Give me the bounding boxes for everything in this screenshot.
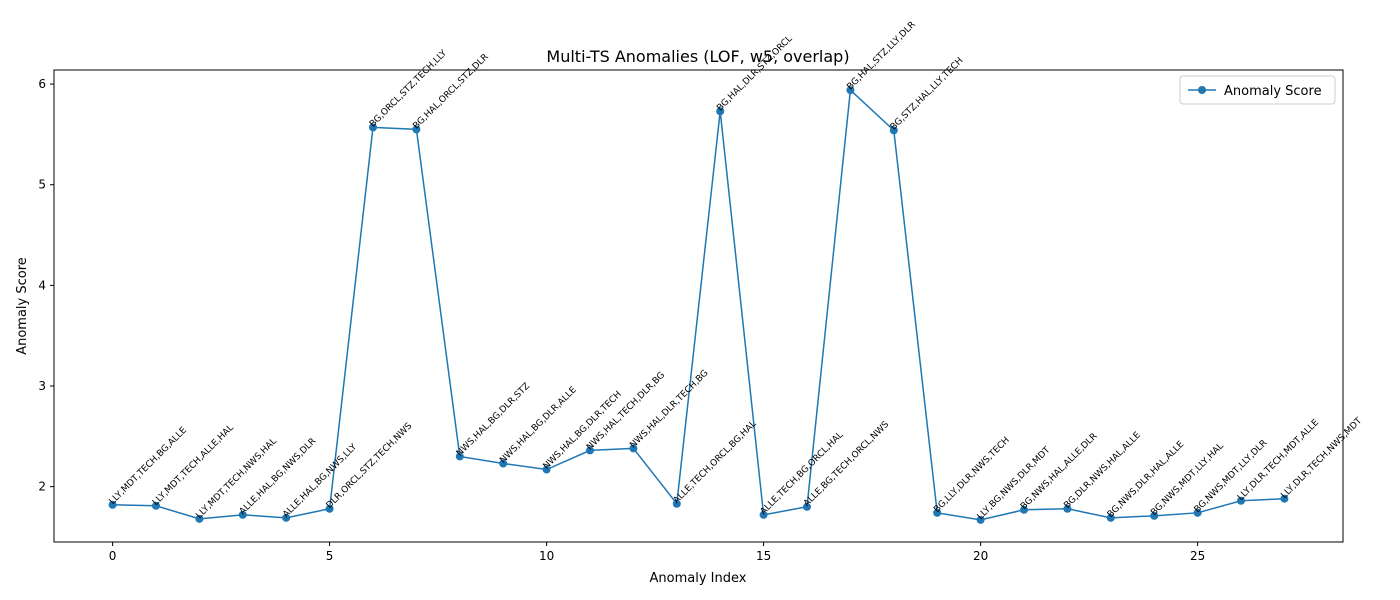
data-point [238, 510, 247, 519]
y-axis-label: Anomaly Score [15, 257, 30, 355]
y-tick-label: 6 [38, 77, 46, 91]
point-annotation: BG,NWS,MDT,LLY,HAL [1149, 441, 1226, 518]
data-point [759, 510, 768, 519]
y-tick-label: 3 [38, 379, 46, 393]
data-point [976, 515, 985, 524]
point-annotation: BG,HAL,STZ,LLY,DLR [845, 20, 917, 92]
data-point [716, 107, 725, 116]
x-tick-label: 10 [539, 549, 554, 563]
data-point [325, 504, 334, 513]
data-point [151, 501, 160, 510]
point-annotation: BG,HAL,DLR,STZ,ORCL [715, 34, 794, 113]
data-point [455, 452, 464, 461]
chart-title: Multi-TS Anomalies (LOF, w5, overlap) [546, 47, 849, 66]
data-point [1280, 494, 1289, 503]
data-point [672, 499, 681, 508]
x-axis-label: Anomaly Index [650, 571, 747, 586]
series-line [112, 88, 1285, 521]
y-tick-label: 2 [38, 480, 46, 494]
point-annotation: BG,ORCL,STZ,TECH,LLY [368, 48, 449, 129]
point-annotation: LLY,DLR,TECH,NWS,MDT [1279, 416, 1364, 501]
data-point [585, 446, 594, 455]
x-tick-label: 20 [973, 549, 988, 563]
plot-frame [53, 69, 1344, 543]
data-point [282, 513, 291, 522]
y-tick-label: 4 [38, 278, 46, 292]
data-point [1150, 511, 1159, 520]
point-annotation: LLY,MDT,TECH,BG,ALLE [108, 425, 190, 507]
x-tick-label: 15 [756, 549, 771, 563]
data-point [629, 444, 638, 453]
data-point [108, 500, 117, 509]
y-tick-label: 5 [38, 178, 46, 192]
point-annotation: BG,HAL,ORCL,STZ,DLR [411, 52, 490, 131]
data-point [542, 465, 551, 474]
data-point [933, 508, 942, 517]
data-point [368, 123, 377, 132]
data-point [1063, 504, 1072, 513]
data-point [1106, 513, 1115, 522]
data-point [1193, 508, 1202, 517]
data-point [499, 459, 508, 468]
data-point [803, 502, 812, 511]
point-annotation: ALLE,HAL,BG,NWS,DLR [238, 436, 318, 516]
legend-label: Anomaly Score [1224, 84, 1322, 99]
x-tick-label: 5 [326, 549, 334, 563]
point-annotation: BG,STZ,HAL,LLY,TECH [889, 56, 966, 133]
data-point [195, 514, 204, 523]
point-annotation: NWS,HAL,DLR,TECH,BG [628, 368, 710, 450]
legend-marker [1198, 86, 1206, 94]
x-tick-label: 0 [109, 549, 117, 563]
x-tick-label: 25 [1190, 549, 1205, 563]
data-point [412, 125, 421, 134]
data-point [846, 86, 855, 95]
legend-box [1179, 75, 1336, 105]
data-point [1237, 496, 1246, 505]
data-point [889, 126, 898, 135]
data-point [1020, 505, 1029, 514]
